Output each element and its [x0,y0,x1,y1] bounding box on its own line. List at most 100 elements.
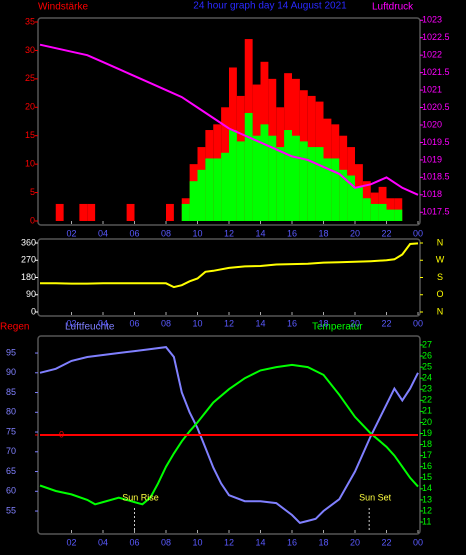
y-tick-label: 23 [422,384,432,394]
bar [378,203,387,221]
y-tick-label: 16 [422,461,432,471]
bar [339,169,348,221]
y-tick-label: 15 [25,130,35,140]
x-tick-label: 08 [161,318,171,328]
x-tick-label: 12 [224,228,234,238]
y-tick-label: 65 [6,466,16,476]
x-tick-label: 08 [161,228,171,238]
bar [197,169,206,221]
bar [284,130,292,221]
y-tick-label: 55 [6,505,16,515]
series-line [39,43,419,196]
y-tick-label: 5 [30,187,35,197]
y-tick-label: 26 [422,350,432,360]
y-tick-label: 14 [422,483,432,493]
y-tick-label: 270 [21,255,36,265]
bar [323,158,332,221]
y-tick-label: 1022.5 [422,32,450,42]
bar [394,209,403,221]
bar [299,141,308,221]
bar [166,203,174,221]
x-tick-label: 18 [318,228,328,238]
y-tick-label: 20 [25,102,35,112]
x-tick-label: 16 [287,318,297,328]
x-tick-label: 04 [98,318,108,328]
y-tick-label: 1022 [422,50,442,60]
y-tick-label: 21 [422,406,432,416]
series-line [39,363,419,506]
y-tick-label: 1019.5 [422,137,450,147]
y-tick-label: 35 [25,16,35,26]
x-tick-label: 02 [66,228,76,238]
x-tick-label: 00 [413,537,423,547]
y-tick-label: 12 [422,505,432,515]
series-line [40,242,419,289]
bar [252,135,261,221]
x-tick-label: 10 [192,537,202,547]
y-tick-label: 1020.5 [422,102,450,112]
y-tick-label: 1021.5 [422,67,450,77]
annotation: Sun Rise [122,492,159,502]
y-tick-label: 60 [6,486,16,496]
bar [292,135,300,221]
y-tick-label: 80 [6,407,16,417]
y-tick-label: 180 [21,272,36,282]
x-tick-label: 00 [413,318,423,328]
x-tick-label: 22 [381,228,391,238]
y-tick-label: 0 [31,306,36,316]
bar [370,203,379,221]
y-tick-label: 85 [6,387,16,397]
bar [236,141,245,221]
y-tick-label: 360 [21,237,36,247]
y-axis-label: Windstärke [38,2,88,13]
bar [181,203,190,221]
x-tick-label: 06 [129,228,139,238]
x-tick-label: 10 [192,228,202,238]
bar [229,130,237,221]
bar [331,158,340,221]
bar [126,203,135,221]
y-tick-label: 13 [422,494,432,504]
y-tick-label: 1018 [422,189,442,199]
x-tick-label: 22 [381,318,391,328]
x-tick-label: 16 [287,228,297,238]
bar [244,112,253,221]
x-tick-label: 22 [381,537,391,547]
bar [276,147,285,221]
y-tick-label: 95 [6,347,16,357]
y-axis-label: Luftfeuchte [65,322,115,333]
y-tick-label: 25 [422,361,432,371]
bar [87,203,96,221]
bar [268,135,277,221]
y2-axis-label: Temperatur [312,322,363,333]
bar [386,209,395,221]
y-tick-label: 27 [422,339,432,349]
x-tick-label: 06 [129,537,139,547]
bar [205,158,214,221]
x-tick-label: 18 [318,318,328,328]
y2-axis-label: Luftdruck [372,2,414,13]
x-tick-label: 18 [318,537,328,547]
x-tick-label: 00 [413,228,423,238]
y-tick-label: 1019 [422,154,442,164]
y-tick-label: 18 [422,439,432,449]
bar [213,158,222,221]
y-tick-label: 90 [26,289,36,299]
y-tick-label: 24 [422,373,432,383]
y-tick-label: N [437,306,444,316]
x-tick-label: 04 [98,537,108,547]
y-tick-label: 17 [422,450,432,460]
y-tick-label: 1023 [422,15,442,25]
x-tick-label: 08 [161,537,171,547]
y-tick-label: 75 [6,426,16,436]
y-tick-label: 15 [422,472,432,482]
x-tick-label: 14 [255,537,265,547]
y-tick-label: 1020 [422,119,442,129]
x-tick-label: 06 [129,318,139,328]
chart-title: 24 hour graph day 14 August 2021 [193,1,347,12]
x-tick-label: 04 [98,228,108,238]
bar [315,147,324,221]
x-tick-label: 14 [255,318,265,328]
